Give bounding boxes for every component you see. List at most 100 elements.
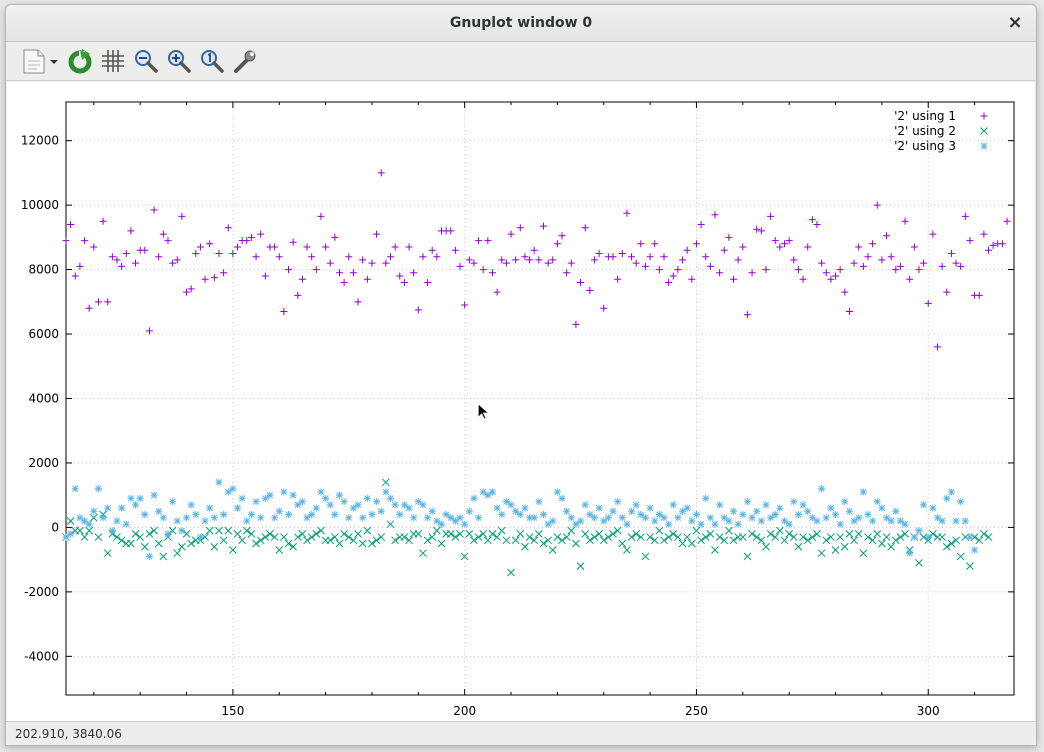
data-point-series-1 xyxy=(739,243,747,251)
data-point-series-1 xyxy=(479,266,487,274)
unzoom-button[interactable] xyxy=(198,47,226,75)
data-point-series-2 xyxy=(738,533,747,541)
data-point-series-1 xyxy=(966,237,974,245)
data-point-series-2 xyxy=(938,533,947,541)
data-point-series-1 xyxy=(1003,217,1011,225)
data-point-series-3 xyxy=(303,514,311,522)
data-point-series-1 xyxy=(873,201,881,209)
data-point-series-3 xyxy=(558,494,566,502)
data-point-series-2 xyxy=(140,542,149,551)
data-point-series-3 xyxy=(488,488,496,496)
title-bar[interactable]: Gnuplot window 0 × xyxy=(6,5,1036,42)
data-point-series-2 xyxy=(585,536,594,545)
data-point-series-3 xyxy=(220,511,228,519)
data-point-series-3 xyxy=(850,517,858,525)
zoom-next-button[interactable] xyxy=(165,47,193,75)
data-point-series-1 xyxy=(312,266,320,274)
data-point-series-3 xyxy=(581,501,589,509)
data-point-series-3 xyxy=(549,517,557,525)
data-point-series-1 xyxy=(419,253,427,261)
data-point-series-1 xyxy=(132,259,140,267)
data-point-series-2 xyxy=(817,549,826,558)
scatter-plot[interactable]: 150 200 250 300 -4000 -2000 0 2000 4000 6000 8000 1… xyxy=(7,82,1035,721)
data-point-series-2 xyxy=(539,539,548,548)
data-point-series-1 xyxy=(887,253,895,261)
data-point-series-1 xyxy=(414,306,422,314)
data-point-series-3 xyxy=(331,511,339,519)
plot-border xyxy=(65,101,1015,696)
data-point-series-2 xyxy=(683,533,692,541)
data-point-series-3 xyxy=(90,507,98,515)
data-point-series-3 xyxy=(734,520,742,528)
data-point-series-2 xyxy=(915,559,923,567)
data-point-series-2 xyxy=(720,536,729,545)
data-point-series-1 xyxy=(989,241,997,249)
data-point-series-3 xyxy=(336,491,344,499)
data-point-series-1 xyxy=(832,272,840,280)
data-point-series-1 xyxy=(516,224,524,232)
data-point-series-1 xyxy=(748,269,756,277)
zoom-previous-button[interactable] xyxy=(132,47,160,75)
data-point-series-1 xyxy=(896,262,904,270)
data-point-series-3 xyxy=(498,511,506,519)
data-point-series-3 xyxy=(312,504,320,512)
data-point-series-3 xyxy=(475,514,483,522)
close-button[interactable]: × xyxy=(1007,12,1023,33)
data-point-series-2 xyxy=(284,539,293,548)
data-point-series-3 xyxy=(234,504,242,512)
data-point-series-1 xyxy=(660,253,668,261)
data-point-series-3 xyxy=(716,501,724,509)
data-point-series-3 xyxy=(781,517,789,525)
data-point-series-3 xyxy=(535,498,543,506)
data-point-series-1 xyxy=(521,253,529,261)
data-point-series-3 xyxy=(243,517,251,525)
data-point-series-1 xyxy=(196,243,204,251)
x-tick-label: 200 xyxy=(453,704,476,718)
data-point-series-3 xyxy=(878,504,886,512)
data-point-series-3 xyxy=(317,488,325,496)
data-point-series-1 xyxy=(317,212,325,220)
data-point-series-3 xyxy=(410,514,418,522)
data-point-series-3 xyxy=(113,517,121,525)
data-point-series-1 xyxy=(674,266,682,274)
legend-entry-label: '2' using 2 xyxy=(894,124,956,138)
data-point-series-1 xyxy=(711,211,719,219)
data-point-series-1 xyxy=(669,272,677,280)
y-tick-label: 8000 xyxy=(28,263,59,277)
data-point-series-2 xyxy=(840,542,849,551)
data-point-series-2 xyxy=(493,533,501,541)
grid-button[interactable] xyxy=(99,47,127,75)
data-point-series-1 xyxy=(183,288,191,296)
data-point-series-1 xyxy=(651,240,659,248)
data-point-series-1 xyxy=(127,227,135,235)
data-point-series-1 xyxy=(952,259,960,267)
data-point-series-3 xyxy=(512,507,520,515)
data-point-series-2 xyxy=(623,546,631,554)
data-point-series-3 xyxy=(655,511,663,519)
data-point-series-2 xyxy=(827,533,835,541)
data-point-series-3 xyxy=(526,514,534,522)
data-point-series-2 xyxy=(567,526,576,535)
data-point-series-2 xyxy=(349,536,358,545)
export-menu-button[interactable] xyxy=(20,47,62,75)
data-point-series-2 xyxy=(391,536,399,545)
configure-button[interactable] xyxy=(231,47,259,75)
data-point-series-2 xyxy=(715,533,724,541)
data-point-series-2 xyxy=(275,546,284,554)
data-point-series-3 xyxy=(799,501,807,509)
data-point-series-1 xyxy=(558,232,566,240)
data-point-series-2 xyxy=(293,533,302,541)
data-point-series-3 xyxy=(461,520,469,528)
data-point-series-1 xyxy=(628,253,636,261)
data-point-series-1 xyxy=(122,249,130,257)
data-point-series-3 xyxy=(794,511,802,519)
replot-button[interactable] xyxy=(66,47,94,75)
data-point-series-1 xyxy=(322,243,330,251)
data-point-series-3 xyxy=(266,491,274,499)
data-point-series-2 xyxy=(85,526,94,535)
data-point-series-3 xyxy=(382,488,390,496)
legend-entry-label: '2' using 1 xyxy=(894,109,956,123)
data-point-series-1 xyxy=(836,266,844,274)
plot-area[interactable]: 150 200 250 300 -4000 -2000 0 2000 4000 6000 8000 1… xyxy=(7,82,1035,721)
data-point-series-1 xyxy=(326,259,334,267)
